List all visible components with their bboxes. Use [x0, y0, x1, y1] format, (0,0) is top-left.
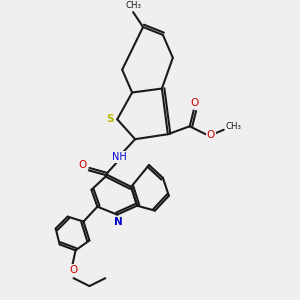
Text: O: O	[190, 98, 199, 108]
Text: O: O	[78, 160, 87, 170]
Text: NH: NH	[112, 152, 127, 162]
Text: N: N	[114, 217, 123, 226]
Text: CH₃: CH₃	[125, 1, 141, 10]
Text: CH₃: CH₃	[225, 122, 242, 131]
Text: O: O	[69, 265, 78, 275]
Text: O: O	[206, 130, 215, 140]
Text: S: S	[106, 114, 114, 124]
